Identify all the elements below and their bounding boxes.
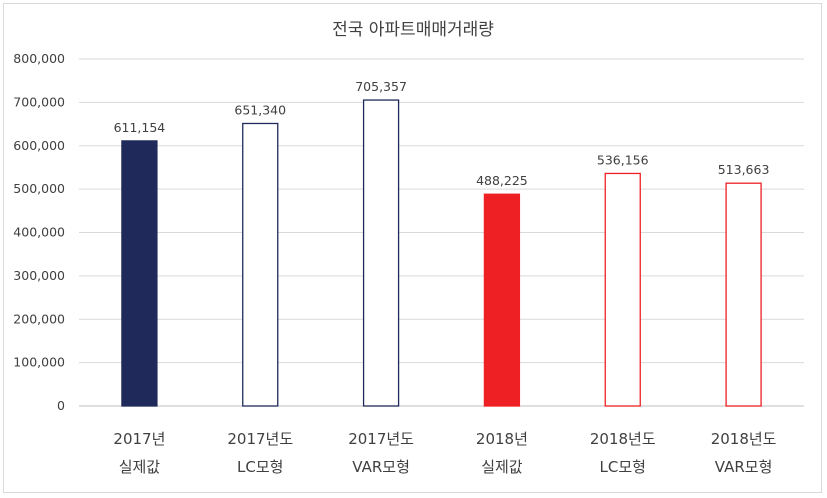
y-tick-label: 200,000: [13, 311, 65, 326]
x-tick-label: VAR모형: [352, 458, 410, 476]
y-tick-label: 700,000: [13, 94, 65, 109]
data-labels: 611,154 651,340 705,357 488,225 536,156 513,6…: [114, 79, 770, 188]
x-tick-label: LC모형: [600, 458, 646, 476]
data-label: 513,663: [718, 162, 770, 177]
gridlines: [79, 58, 804, 407]
x-tick-label: 2018년도: [590, 430, 656, 448]
y-tick-label: 800,000: [13, 51, 65, 66]
bar: [242, 122, 279, 407]
bar: [604, 172, 641, 407]
chart-frame: 전국 아파트매매거래량 0 100,000 200,000 300,000 400,00…: [3, 3, 822, 493]
x-tick-label: 실제값: [119, 458, 161, 476]
bar: [483, 193, 521, 407]
x-tick-label: 2017년도: [348, 430, 414, 448]
x-tick-label: 실제값: [481, 458, 523, 476]
data-label: 536,156: [597, 152, 649, 167]
bar: [121, 140, 158, 407]
y-tick-label: 300,000: [13, 268, 65, 283]
bar-chart: 전국 아파트매매거래량 0 100,000 200,000 300,000 400,00…: [13, 20, 804, 476]
bar: [725, 182, 762, 407]
data-label: 611,154: [114, 120, 166, 135]
x-tick-label: 2018년: [476, 430, 528, 448]
y-tick-label: 600,000: [13, 138, 65, 153]
chart-title: 전국 아파트매매거래량: [332, 20, 494, 40]
data-label: 651,340: [234, 102, 286, 117]
y-axis-ticks: 0 100,000 200,000 300,000 400,000 500,000 600,…: [13, 51, 65, 413]
y-tick-label: 100,000: [13, 355, 65, 370]
bars: [121, 99, 762, 407]
bar: [362, 99, 400, 407]
data-label: 488,225: [476, 173, 528, 188]
y-tick-label: 400,000: [13, 225, 65, 240]
x-tick-label: 2017년도: [227, 430, 293, 448]
x-tick-label: 2017년: [113, 430, 165, 448]
x-tick-label: LC모형: [237, 458, 283, 476]
x-tick-label: VAR모형: [715, 458, 773, 476]
x-tick-label: 2018년도: [711, 430, 777, 448]
y-tick-label: 0: [57, 398, 65, 413]
data-label: 705,357: [355, 79, 407, 94]
y-tick-label: 500,000: [13, 181, 65, 196]
